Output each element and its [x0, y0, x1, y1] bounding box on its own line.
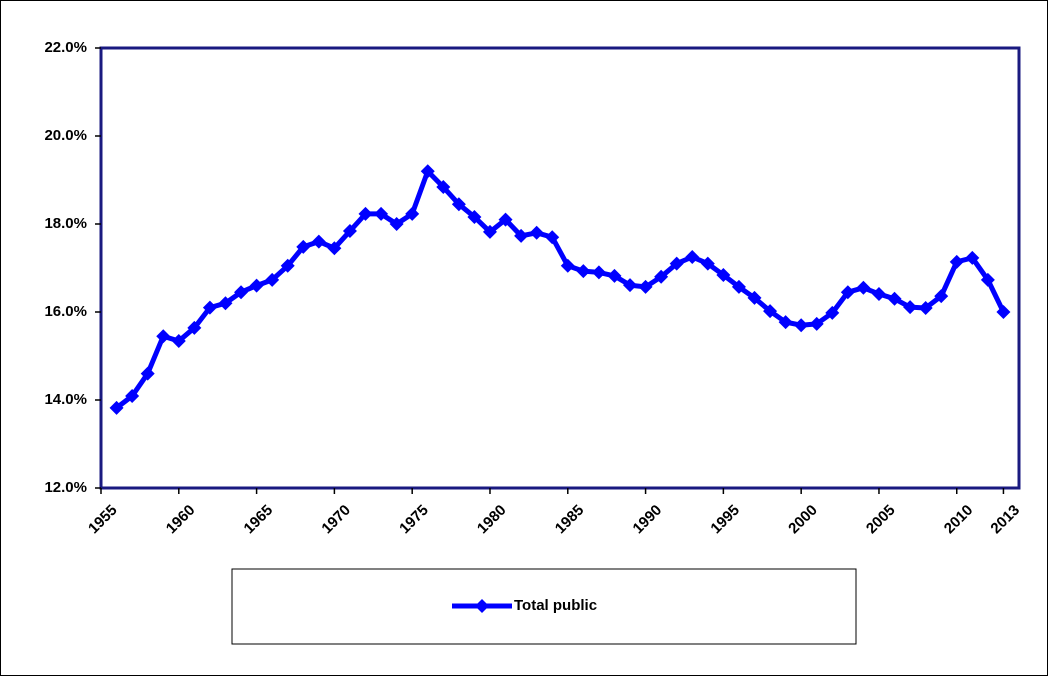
point-marker: [420, 164, 435, 179]
point-marker: [482, 224, 497, 239]
point-marker: [327, 241, 342, 256]
point-marker: [436, 180, 451, 195]
y-tick-label: 22.0%: [44, 39, 87, 56]
point-marker: [389, 217, 404, 231]
y-tick-label: 18.0%: [44, 215, 87, 232]
point-marker: [809, 316, 824, 331]
point-marker: [498, 212, 513, 227]
y-tick-label: 12.0%: [44, 479, 87, 496]
point-marker: [125, 389, 140, 404]
point-marker: [249, 278, 264, 293]
point-marker: [731, 279, 746, 294]
point-marker: [669, 256, 684, 271]
legend-label: Total public: [514, 597, 597, 614]
point-marker: [763, 304, 778, 319]
y-tick-label: 14.0%: [44, 391, 87, 408]
y-tick-label: 16.0%: [44, 303, 87, 320]
legend-marker: [475, 599, 489, 613]
point-marker: [187, 320, 202, 335]
series-line: [115, 168, 1006, 410]
point-marker: [560, 258, 575, 273]
point-marker: [871, 286, 886, 301]
point-marker: [607, 268, 622, 283]
point-marker: [171, 334, 186, 349]
point-marker: [825, 305, 840, 320]
point-marker: [934, 289, 949, 304]
point-marker: [840, 285, 855, 300]
point-marker: [794, 318, 809, 333]
point-marker: [514, 228, 529, 243]
point-marker: [342, 224, 357, 239]
point-marker: [716, 268, 731, 283]
point-marker: [903, 300, 918, 315]
point-marker: [747, 290, 762, 305]
point-marker: [965, 250, 980, 265]
point-marker: [545, 230, 560, 245]
point-marker: [109, 400, 124, 415]
point-marker: [451, 197, 466, 212]
point-marker: [311, 234, 326, 249]
point-marker: [685, 250, 700, 264]
point-marker: [654, 269, 669, 284]
point-marker: [467, 209, 482, 224]
point-marker: [296, 239, 311, 254]
y-tick-label: 20.0%: [44, 127, 87, 144]
point-marker: [202, 300, 217, 315]
point-marker: [358, 206, 373, 221]
point-marker: [374, 206, 389, 221]
point-marker: [949, 254, 964, 269]
point-marker: [700, 256, 715, 271]
point-marker: [980, 272, 995, 287]
point-marker: [918, 301, 933, 316]
point-marker: [405, 206, 420, 221]
point-marker: [996, 305, 1011, 319]
point-marker: [638, 279, 653, 294]
point-marker: [140, 366, 155, 381]
point-marker: [529, 225, 544, 240]
point-marker: [218, 296, 233, 311]
point-marker: [887, 291, 902, 306]
point-marker: [623, 278, 638, 293]
plot-area: [99, 46, 1021, 490]
point-marker: [576, 264, 591, 279]
legend: [231, 568, 857, 645]
point-marker: [778, 315, 793, 330]
point-marker: [591, 265, 606, 280]
point-marker: [265, 272, 280, 287]
point-marker: [234, 285, 249, 300]
point-marker: [856, 280, 871, 295]
point-marker: [156, 329, 171, 344]
point-marker: [280, 258, 295, 273]
